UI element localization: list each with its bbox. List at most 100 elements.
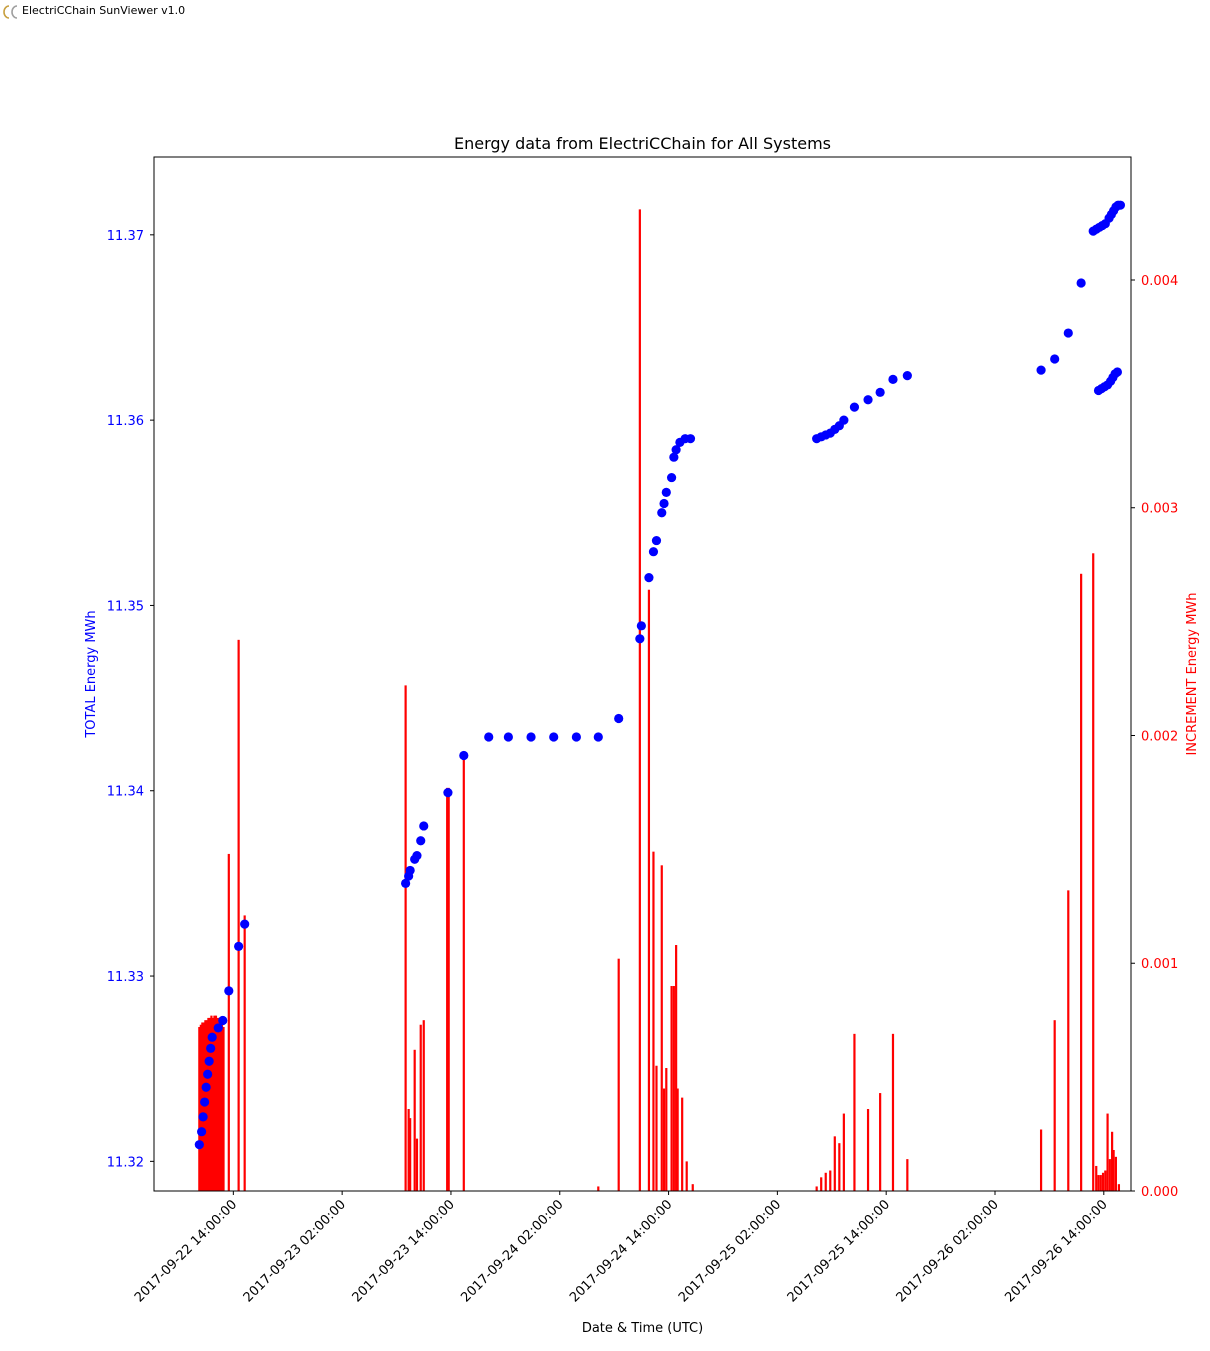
total-point bbox=[197, 1127, 207, 1137]
increment-bar bbox=[681, 1097, 684, 1191]
increment-bar bbox=[1039, 1129, 1043, 1191]
total-point bbox=[636, 621, 646, 631]
increment-bar bbox=[219, 1020, 222, 1191]
total-point bbox=[401, 878, 411, 888]
increment-bar bbox=[213, 1015, 216, 1191]
x-tick-label: 2017-09-23 02:00:00 bbox=[241, 1197, 349, 1305]
increment-bar bbox=[407, 1109, 410, 1191]
increment-bar bbox=[647, 589, 651, 1191]
increment-bar bbox=[820, 1177, 823, 1191]
increment-bar bbox=[202, 1022, 205, 1191]
total-point bbox=[459, 750, 469, 761]
increment-bar bbox=[660, 865, 663, 1191]
increment-bar bbox=[415, 1138, 419, 1191]
cc-logo-icon bbox=[3, 5, 18, 19]
increment-bar bbox=[199, 1024, 202, 1191]
total-point bbox=[593, 732, 603, 742]
total-point bbox=[671, 445, 681, 455]
total-point bbox=[669, 452, 679, 462]
total-point bbox=[1112, 367, 1122, 377]
total-points bbox=[194, 200, 1126, 1150]
total-point bbox=[503, 732, 513, 742]
increment-bar bbox=[1080, 573, 1083, 1191]
total-point bbox=[549, 732, 559, 742]
increment-bar bbox=[243, 915, 246, 1191]
y-right-tick-label: 0.003 bbox=[1141, 502, 1178, 517]
increment-bar bbox=[652, 851, 655, 1191]
x-tick-label: 2017-09-26 14:00:00 bbox=[1002, 1197, 1110, 1305]
increment-bar bbox=[1101, 1172, 1105, 1191]
total-point bbox=[224, 986, 234, 996]
increment-bar bbox=[833, 1136, 836, 1191]
increment-bar bbox=[617, 958, 620, 1191]
total-point bbox=[201, 1082, 211, 1092]
increment-bars bbox=[198, 209, 1121, 1192]
increment-bar bbox=[838, 1143, 841, 1191]
total-point bbox=[1036, 365, 1046, 375]
total-point bbox=[213, 1023, 223, 1033]
total-point bbox=[1076, 278, 1086, 288]
increment-bar bbox=[446, 787, 449, 1191]
increment-bar bbox=[675, 945, 678, 1191]
total-point bbox=[614, 713, 624, 724]
increment-bar bbox=[214, 1015, 218, 1191]
increment-bar bbox=[655, 1065, 658, 1191]
total-point bbox=[863, 395, 873, 405]
total-point bbox=[198, 1112, 208, 1122]
x-axis-label: Date & Time (UTC) bbox=[582, 1321, 703, 1336]
total-point bbox=[484, 732, 494, 742]
x-tick-label: 2017-09-24 02:00:00 bbox=[458, 1197, 566, 1305]
increment-bar bbox=[201, 1022, 204, 1191]
increment-bar bbox=[237, 639, 240, 1191]
total-point bbox=[194, 1140, 204, 1150]
increment-bar bbox=[1099, 1175, 1102, 1191]
increment-bar bbox=[409, 1118, 412, 1191]
increment-bar bbox=[866, 1109, 870, 1191]
increment-bar bbox=[1097, 1175, 1100, 1191]
increment-bar bbox=[462, 758, 465, 1191]
increment-bar bbox=[815, 1186, 818, 1191]
increment-bar bbox=[906, 1159, 909, 1191]
increment-bar bbox=[1092, 553, 1095, 1191]
plot-frame bbox=[153, 156, 1132, 1192]
total-point bbox=[685, 434, 696, 444]
total-point bbox=[234, 941, 244, 951]
total-point bbox=[1063, 328, 1073, 338]
increment-bar bbox=[879, 1093, 882, 1191]
total-point bbox=[419, 821, 429, 831]
total-point bbox=[849, 402, 860, 412]
y-left-tick-label: 11.36 bbox=[107, 414, 144, 429]
total-point bbox=[657, 508, 667, 518]
total-point bbox=[644, 573, 654, 583]
increment-bar bbox=[1053, 1020, 1056, 1191]
increment-bar bbox=[227, 853, 230, 1191]
y-axis-right-label: INCREMENT Energy MWh bbox=[1185, 592, 1200, 755]
increment-bar bbox=[842, 1113, 845, 1191]
total-point bbox=[405, 865, 415, 876]
increment-bar bbox=[1067, 890, 1070, 1191]
total-point bbox=[240, 919, 250, 929]
increment-bar bbox=[1108, 1159, 1111, 1191]
increment-bar bbox=[404, 685, 407, 1191]
y-left-tick-label: 11.32 bbox=[107, 1155, 144, 1170]
total-point bbox=[443, 787, 453, 798]
increment-bar bbox=[210, 1015, 213, 1191]
total-point bbox=[839, 415, 849, 425]
increment-bar bbox=[853, 1033, 856, 1191]
y-left-tick-label: 11.35 bbox=[107, 599, 144, 614]
total-point bbox=[206, 1043, 216, 1053]
total-point bbox=[635, 634, 645, 644]
total-point bbox=[203, 1069, 213, 1079]
increment-bar bbox=[691, 1184, 694, 1191]
total-point bbox=[648, 547, 659, 557]
increment-bar bbox=[829, 1170, 832, 1191]
total-point bbox=[218, 1015, 228, 1026]
total-point bbox=[207, 1032, 217, 1042]
total-point bbox=[875, 387, 885, 397]
title-bar: ElectriCChain SunViewer v1.0 bbox=[0, 0, 1210, 24]
increment-bar bbox=[1111, 1131, 1114, 1191]
total-point bbox=[204, 1056, 214, 1066]
total-point bbox=[902, 371, 912, 381]
y-left-tick-label: 11.33 bbox=[107, 970, 144, 985]
increment-bar bbox=[676, 1088, 679, 1191]
